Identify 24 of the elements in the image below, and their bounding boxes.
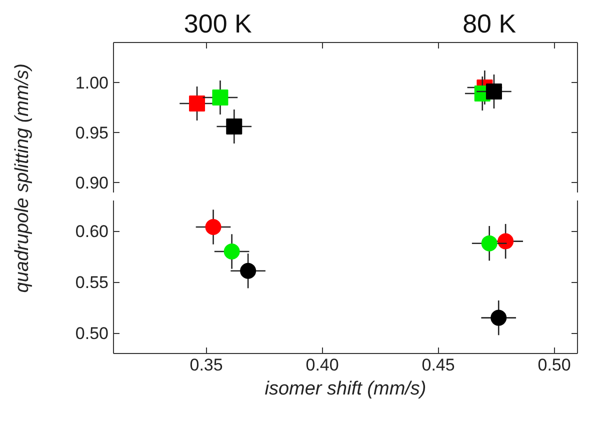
point bbox=[481, 235, 498, 252]
y-axis-title: quadrupole splitting (mm/s) bbox=[12, 64, 33, 293]
y-tick-label: 1.00 bbox=[75, 74, 109, 92]
y-tick-label: 0.50 bbox=[75, 324, 109, 344]
x-tick-label: 0.45 bbox=[422, 356, 455, 374]
y-tick-label: 0.90 bbox=[75, 174, 109, 192]
x-tick-label: 0.40 bbox=[306, 356, 339, 374]
x-tick-label: 0.50 bbox=[538, 356, 571, 374]
point bbox=[224, 244, 240, 260]
x-tick-label: 0.35 bbox=[190, 356, 223, 374]
x-axis-title: isomer shift (mm/s) bbox=[264, 378, 426, 400]
text: 80 K bbox=[462, 8, 517, 38]
y-tick-label: 0.55 bbox=[75, 273, 109, 292]
y-tick-label: 0.95 bbox=[75, 124, 109, 142]
y-tick-label: 0.60 bbox=[75, 222, 109, 242]
point bbox=[205, 219, 222, 236]
point bbox=[189, 96, 206, 112]
point bbox=[490, 310, 507, 326]
point bbox=[240, 262, 256, 279]
point bbox=[498, 233, 514, 250]
text: 300 K bbox=[184, 8, 253, 38]
point bbox=[486, 84, 502, 100]
point bbox=[212, 90, 228, 106]
point bbox=[226, 118, 242, 134]
